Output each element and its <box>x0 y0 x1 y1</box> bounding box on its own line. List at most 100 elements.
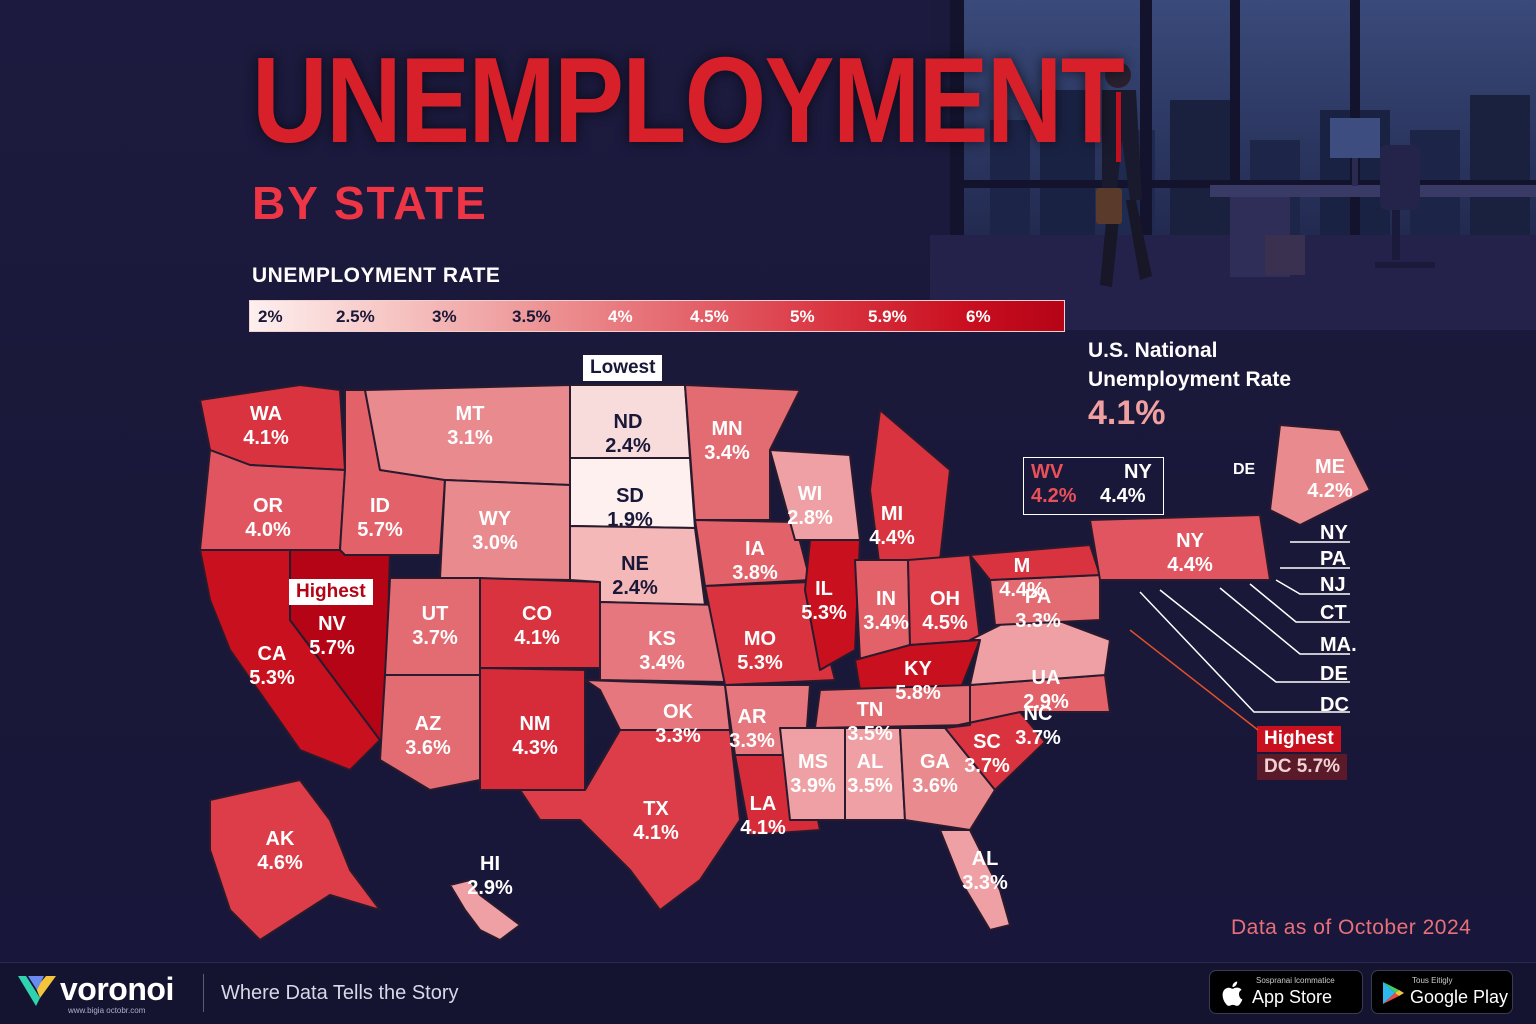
state-rate-label: 3.3% <box>1015 610 1061 632</box>
wv-ny-callout-box <box>1023 457 1164 515</box>
state-rate-label: 4.1% <box>633 822 679 844</box>
state-abbr-label: TX <box>643 798 669 820</box>
callout-dc: DC <box>1320 694 1349 716</box>
state-abbr-label: MI <box>881 503 903 525</box>
state-rate-label: 3.3% <box>729 730 775 752</box>
legend-title: UNEMPLOYMENT RATE <box>252 264 501 287</box>
state-region-ky <box>854 639 981 691</box>
app-store-button[interactable]: Sospranai lcommatice App Store <box>1209 970 1363 1014</box>
state-rate-label: 2.9% <box>467 877 513 899</box>
state-abbr-label: AR <box>738 706 767 728</box>
voronoi-logo-icon <box>18 976 56 1006</box>
callout-ct: CT <box>1320 602 1347 624</box>
state-rate-label: 3.3% <box>655 725 701 747</box>
state-region-mn <box>684 384 801 521</box>
office-illustration <box>930 0 1536 330</box>
state-rate-label: 3.5% <box>847 775 893 797</box>
state-abbr-label: NV <box>318 613 346 635</box>
state-rate-label: 5.7% <box>309 637 355 659</box>
ny-callout-label: NY <box>1124 461 1152 483</box>
state-region-tn <box>814 684 971 729</box>
google-play-label: Google Play <box>1410 987 1509 1007</box>
scale-tick: 3.5% <box>512 307 551 326</box>
state-rate-label: 4.4% <box>999 579 1045 601</box>
data-source-note: Data as of October 2024 <box>1231 916 1472 939</box>
state-abbr-label: KY <box>904 658 932 680</box>
scale-tick: 6% <box>966 307 991 326</box>
callout-ma: MA. <box>1320 634 1357 656</box>
ny-callout-value: 4.4% <box>1100 485 1146 507</box>
state-abbr-label: NE <box>621 553 649 575</box>
app-store-label: App Store <box>1252 987 1333 1007</box>
state-region-ny <box>1089 514 1271 581</box>
national-label-line2: Unemployment Rate <box>1088 368 1292 391</box>
state-abbr-label: AL <box>972 848 999 870</box>
callout-de: DE <box>1320 663 1348 685</box>
state-abbr-label: GA <box>920 751 950 773</box>
state-rate-label: 3.8% <box>732 562 778 584</box>
state-rate-label: 1.9% <box>607 509 653 531</box>
state-rate-label: 2.9% <box>1023 691 1069 713</box>
state-rate-label: 4.1% <box>514 627 560 649</box>
brand-name[interactable]: voronoi <box>60 971 174 1007</box>
state-abbr-label: ND <box>614 411 643 433</box>
page-subtitle: BY STATE <box>252 177 488 229</box>
state-abbr-label: CO <box>522 603 552 625</box>
lowest-tag: Lowest <box>583 355 663 381</box>
callout-pa: PA <box>1320 548 1347 570</box>
google-play-button[interactable]: Tous Eitigly Google Play <box>1371 970 1513 1014</box>
state-abbr-label: AK <box>266 828 295 850</box>
state-rate-label: 5.8% <box>895 682 941 704</box>
state-abbr-label: OH <box>930 588 960 610</box>
page-title: UNEMPLOYMENT <box>252 32 1125 168</box>
state-abbr-label: TN <box>857 699 884 721</box>
highest-dc-tag: Highest <box>1257 726 1341 752</box>
app-store-small-text: Sospranai lcommatice <box>1256 976 1335 985</box>
state-rate-label: 4.3% <box>512 737 558 759</box>
state-rate-label: 3.6% <box>405 737 451 759</box>
scale-tick: 3% <box>432 307 457 326</box>
state-abbr-label: OR <box>253 495 284 517</box>
state-rate-label: 3.7% <box>964 755 1010 777</box>
callout-nj: NJ <box>1320 574 1346 596</box>
state-abbr-label: UA <box>1032 667 1061 689</box>
callout-leader-lines <box>1129 541 1350 731</box>
state-rate-label: 4.0% <box>245 519 291 541</box>
state-rate-label: 4.1% <box>740 817 786 839</box>
state-rate-label: 5.3% <box>249 667 295 689</box>
national-rate-label: U.S. National Unemployment Rate <box>1088 336 1291 394</box>
state-rate-label: 4.4% <box>1167 554 1213 576</box>
state-rate-label: 5.7% <box>357 519 403 541</box>
state-abbr-label: M <box>1014 555 1031 577</box>
state-rate-label: 5.3% <box>737 652 783 674</box>
state-abbr-label: IA <box>745 538 765 560</box>
google-play-icon <box>1383 982 1404 1004</box>
state-rate-label: 3.0% <box>472 532 518 554</box>
highest-nv-tag: Highest <box>289 579 373 605</box>
state-rate-label: 2.8% <box>787 507 833 529</box>
state-rate-label: 4.1% <box>243 427 289 449</box>
state-abbr-label: SC <box>973 731 1001 753</box>
brand-url: www.bigia octobr.com <box>68 1006 146 1015</box>
state-rate-label: 3.1% <box>447 427 493 449</box>
state-region-wy <box>439 479 571 581</box>
callout-ny: NY <box>1320 522 1348 544</box>
state-rate-label: 4.5% <box>922 612 968 634</box>
state-abbr-label: KS <box>648 628 676 650</box>
state-abbr-label: IL <box>815 578 833 600</box>
state-rate-label: 5.3% <box>801 602 847 624</box>
state-region-il <box>804 539 861 671</box>
state-abbr-label: OK <box>663 701 694 723</box>
wv-callout-label: WV <box>1031 461 1064 483</box>
state-abbr-label: ID <box>370 495 390 517</box>
state-region-me <box>1269 424 1370 526</box>
scale-tick: 5.9% <box>868 307 907 326</box>
state-abbr-label: WA <box>250 403 282 425</box>
state-rate-label: 3.7% <box>412 627 458 649</box>
state-rate-label: 3.6% <box>912 775 958 797</box>
state-abbr-label: WI <box>798 483 822 505</box>
state-abbr-label: NC <box>1024 703 1053 725</box>
state-rate-label: 3.9% <box>790 775 836 797</box>
state-abbr-label: AL <box>857 751 884 773</box>
state-rate-label: 4.4% <box>869 527 915 549</box>
